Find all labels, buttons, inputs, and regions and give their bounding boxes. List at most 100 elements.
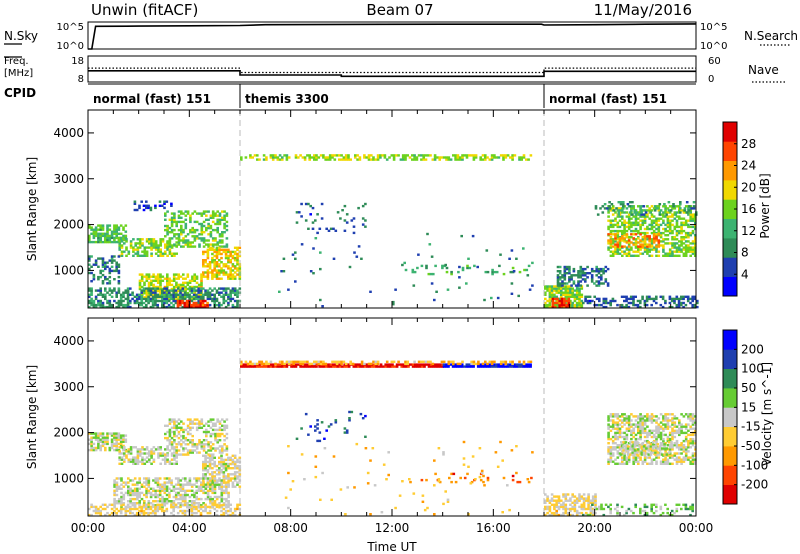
echo-cell (557, 287, 561, 290)
echo-cell (211, 259, 214, 262)
echo-cell (372, 156, 375, 159)
colorbar-tick-label: 20 (741, 180, 756, 194)
echo-cell (684, 236, 688, 239)
echo-cell (143, 250, 147, 253)
echo-cell (150, 452, 153, 455)
echo-cell (104, 238, 107, 242)
echo-cell (172, 487, 176, 490)
echo-cell (224, 475, 228, 478)
echo-cell (99, 299, 102, 303)
echo-cell (218, 487, 221, 490)
echo-cell (445, 266, 449, 270)
echo-cell (136, 491, 139, 495)
echo-cell (220, 483, 224, 486)
echo-cell (190, 504, 194, 507)
echo-cell (338, 365, 342, 368)
echo-cell (151, 303, 155, 307)
echo-cell (340, 154, 343, 157)
echo-cell (594, 497, 597, 500)
echo-cell (611, 213, 615, 216)
echo-cell (173, 439, 176, 442)
echo-cell (632, 243, 635, 246)
echo-cell (587, 505, 590, 509)
echo-cell (108, 267, 112, 271)
echo-cell (506, 363, 510, 366)
echo-cell (120, 479, 123, 482)
echo-cell (308, 158, 311, 161)
echo-cell (97, 275, 100, 279)
echo-cell (358, 158, 362, 161)
echo-cell (544, 305, 547, 309)
echo-cell (92, 442, 96, 446)
echo-cell (284, 496, 288, 499)
echo-cell (389, 365, 392, 368)
echo-cell (175, 292, 178, 295)
echo-cell (163, 287, 166, 290)
echo-cell (499, 362, 503, 366)
echo-cell (304, 412, 308, 416)
echo-cell (617, 213, 621, 216)
echo-cell (90, 448, 93, 452)
echo-cell (618, 215, 622, 218)
echo-cell (220, 287, 223, 290)
echo-cell (206, 491, 210, 495)
echo-cell (597, 270, 601, 273)
echo-cell (236, 252, 239, 256)
echo-cell (115, 261, 118, 264)
echo-cell (655, 245, 658, 248)
echo-cell (118, 242, 121, 245)
echo-cell (88, 238, 91, 242)
echo-cell (90, 289, 93, 292)
echo-cell (656, 207, 659, 210)
echo-cell (229, 291, 232, 294)
echo-cell (619, 201, 623, 204)
colorbar-tick-label: 16 (741, 202, 756, 216)
echo-cell (557, 289, 561, 292)
echo-cell (460, 365, 464, 368)
echo-cell (546, 303, 549, 307)
echo-cell (436, 365, 440, 368)
echo-cell (604, 280, 608, 283)
echo-cell (165, 493, 169, 497)
echo-cell (442, 360, 446, 363)
echo-cell (568, 276, 571, 279)
echo-cell (630, 248, 633, 251)
echo-cell (104, 295, 107, 298)
echo-cell (223, 420, 226, 423)
echo-cell (215, 261, 219, 264)
echo-cell (148, 238, 151, 241)
echo-cell (186, 273, 190, 276)
echo-cell (115, 448, 118, 452)
echo-cell (204, 460, 207, 464)
echo-cell (527, 264, 531, 268)
echo-cell (509, 270, 513, 274)
echo-cell (117, 436, 121, 439)
echo-cell (154, 504, 157, 507)
echo-cell (117, 305, 121, 309)
echo-cell (562, 293, 565, 296)
echo-cell (675, 246, 679, 249)
echo-cell (124, 507, 128, 511)
echo-cell (675, 231, 679, 235)
echo-cell (569, 291, 572, 294)
echo-cell (197, 487, 201, 490)
echo-cell (490, 365, 494, 368)
echo-cell (200, 231, 204, 234)
echo-cell (580, 505, 584, 509)
echo-cell (209, 477, 212, 480)
echo-cell (124, 481, 128, 484)
echo-cell (122, 295, 125, 298)
echo-cell (227, 259, 230, 262)
echo-cell (634, 227, 638, 231)
echo-cell (170, 212, 174, 215)
echo-cell (684, 219, 688, 222)
echo-cell (225, 449, 229, 452)
echo-cell (189, 426, 192, 429)
echo-cell (392, 156, 396, 159)
echo-cell (555, 505, 558, 509)
echo-cell (369, 513, 372, 516)
echo-cell (636, 299, 640, 303)
echo-cell (166, 453, 169, 456)
echo-cell (209, 420, 213, 423)
echo-cell (164, 424, 167, 427)
